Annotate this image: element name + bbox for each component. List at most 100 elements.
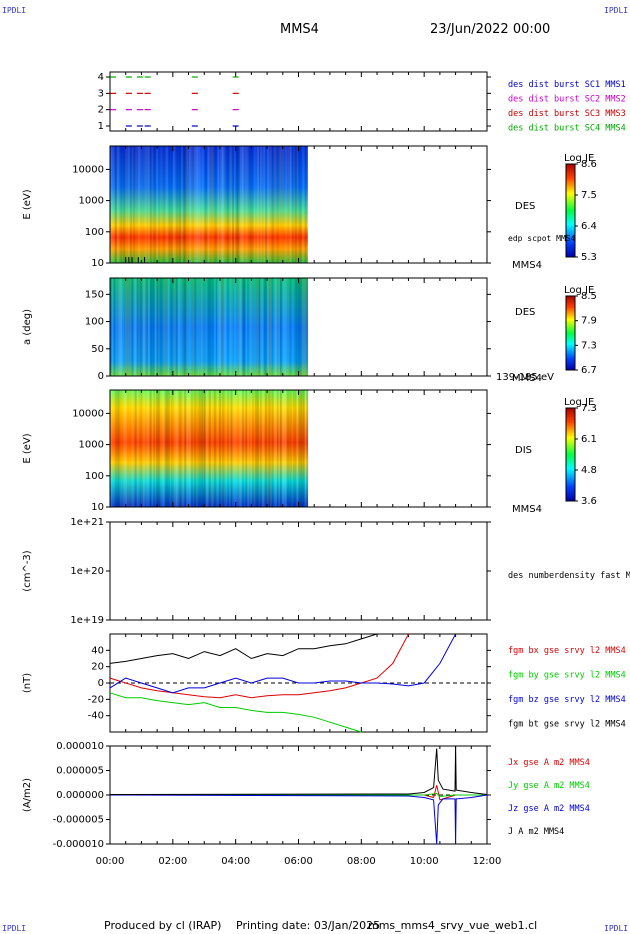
- des-pitch-streak: [296, 278, 299, 376]
- current-legend-1: Jx gse A m2 MMS4: [508, 758, 590, 768]
- dis-energy-streak: [238, 390, 241, 507]
- des-energy-streak: [261, 146, 264, 263]
- des-pitch-streak: [212, 278, 215, 376]
- des-pitch-streak: [284, 278, 287, 376]
- des-pitch-streak: [265, 278, 268, 376]
- des-pitch-colorbar-tick-label: 7.9: [581, 316, 597, 327]
- fgm-ytick-label: 0: [98, 678, 104, 689]
- dis-energy-streak: [268, 390, 271, 507]
- des-energy-streak: [245, 146, 248, 263]
- des-energy-overlay-label: edp scpot MMS4: [508, 234, 576, 243]
- dis-energy-streak: [129, 390, 132, 507]
- des-energy-streak: [243, 146, 246, 263]
- des-pitch-streak: [197, 278, 200, 376]
- dis-energy-streak: [296, 390, 299, 507]
- x-tick-label: 06:00: [284, 856, 313, 867]
- dis-energy-streak: [187, 390, 190, 507]
- dis-energy-streak: [207, 390, 210, 507]
- dis-energy-streak: [291, 390, 294, 507]
- des-pitch-streak: [138, 278, 141, 376]
- corner-mark-top-left: IPDLI: [2, 6, 27, 15]
- dis-energy-streak: [116, 390, 119, 507]
- des-energy-streak: [169, 146, 172, 263]
- des-energy-streak: [134, 146, 137, 263]
- des-pitch-streak: [232, 278, 235, 376]
- des-pitch-streak: [306, 278, 309, 376]
- dis-energy-streak: [142, 390, 146, 507]
- burst-legend-3: des dist burst SC3 MMS3: [508, 109, 626, 119]
- des-energy-ylabel: E (eV): [22, 189, 33, 219]
- spacecraft-title: MMS4: [280, 22, 319, 37]
- dis-energy-streak: [197, 390, 200, 507]
- des-energy-streak: [263, 146, 266, 263]
- dis-energy-streak: [205, 390, 208, 507]
- x-tick-label: 12:00: [473, 856, 502, 867]
- dis-energy-streak: [294, 390, 297, 507]
- current-ytick-label: 0.000000: [56, 790, 104, 801]
- burst-ytick-label: 4: [98, 72, 104, 83]
- dis-energy-streak: [271, 390, 274, 507]
- fgm-ytick-label: -20: [88, 694, 104, 705]
- des-pitch-streak: [210, 278, 213, 376]
- des-energy-colorbar-tick-label: 7.5: [581, 190, 597, 201]
- des-energy-streak: [222, 146, 225, 263]
- des-energy-colorbar-tick-label: 6.4: [581, 221, 597, 232]
- des-pitch-streak: [274, 278, 278, 376]
- des-pitch-streak: [121, 278, 124, 376]
- des-energy-streak: [113, 146, 116, 263]
- des-pitch-streak: [167, 278, 170, 376]
- des-energy-spacecraft-label: MMS4: [512, 260, 542, 271]
- x-tick-label: 08:00: [347, 856, 376, 867]
- dis-energy-streak: [146, 390, 149, 507]
- des-pitch-streak: [164, 278, 167, 376]
- des-pitch-streak: [230, 278, 233, 376]
- des-pitch-streak: [281, 278, 284, 376]
- dis-energy-streak: [164, 390, 167, 507]
- des-pitch-streak: [258, 278, 261, 376]
- des-energy-streak: [217, 146, 220, 263]
- des-pitch-streak: [217, 278, 220, 376]
- dis-energy-streak: [302, 390, 306, 507]
- des-energy-streak: [225, 146, 228, 263]
- des-energy-streak: [284, 146, 287, 263]
- des-pitch-streak: [113, 278, 116, 376]
- des-energy-streak: [273, 146, 276, 263]
- des-energy-streak: [151, 146, 154, 263]
- des-pitch-species-label: DES: [515, 307, 535, 318]
- des-energy-streak: [228, 146, 231, 263]
- des-energy-streak: [274, 146, 278, 263]
- des-energy-streak: [246, 146, 250, 263]
- dis-energy-streak: [286, 390, 289, 507]
- dis-energy-streak: [114, 390, 118, 507]
- des-energy-streak: [159, 146, 162, 263]
- dis-energy-streak: [194, 390, 197, 507]
- des-pitch-streak: [283, 278, 286, 376]
- dis-energy-streak: [131, 390, 134, 507]
- dis-energy-streak: [212, 390, 215, 507]
- des-pitch-streak: [147, 278, 151, 376]
- dis-energy-streak: [208, 390, 212, 507]
- des-energy-streak: [283, 146, 286, 263]
- dis-energy-streak: [235, 390, 238, 507]
- des-pitch-streak: [194, 278, 197, 376]
- des-pitch-colorbar-tick-label: 6.7: [581, 365, 597, 376]
- dis-energy-streak: [276, 390, 279, 507]
- des-pitch-streak: [174, 278, 177, 376]
- des-energy-streak: [156, 146, 159, 263]
- density-ylabel: (cm^-3): [22, 550, 33, 591]
- des-energy-streak: [288, 146, 291, 263]
- dis-energy-streak: [237, 390, 240, 507]
- footer-produced-by: Produced by cl (IRAP): [104, 919, 222, 932]
- des-pitch-streak: [114, 278, 118, 376]
- des-energy-streak: [180, 146, 184, 263]
- des-energy-streak: [174, 146, 177, 263]
- des-energy-streak: [296, 146, 299, 263]
- dis-energy-ytick-label: 10: [91, 502, 104, 513]
- dis-energy-streak: [139, 390, 142, 507]
- dis-energy-ytick-label: 10000: [72, 408, 104, 419]
- des-energy-colorbar: [565, 163, 576, 258]
- dis-energy-streak: [172, 390, 175, 507]
- dis-energy-streak: [230, 390, 233, 507]
- fgm-ytick-label: 40: [91, 645, 104, 656]
- des-energy-streak: [202, 146, 205, 263]
